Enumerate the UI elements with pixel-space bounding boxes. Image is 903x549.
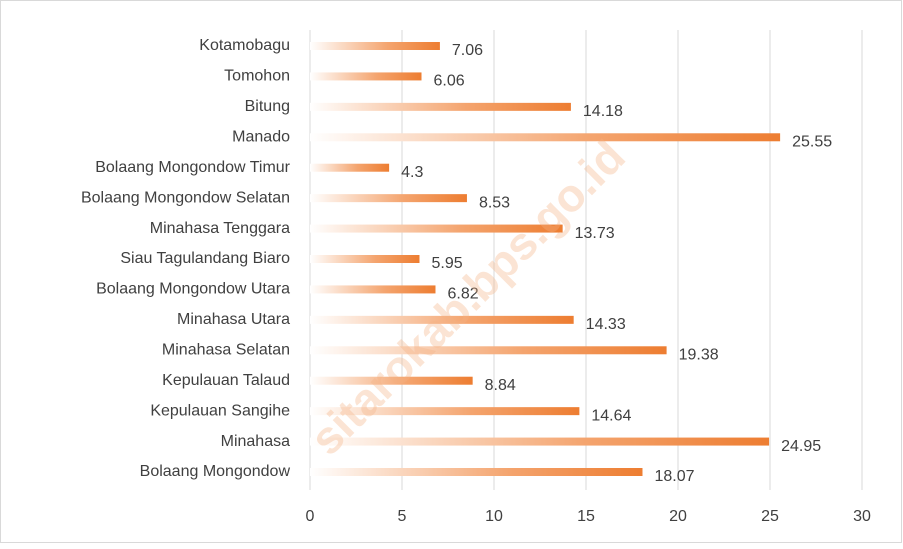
bar <box>310 437 770 446</box>
bar <box>310 163 390 172</box>
x-tick-label: 0 <box>306 508 315 525</box>
y-tick-label: Kepulauan Talaud <box>162 372 290 389</box>
bars: Kotamobagu 7.06 Tomohon 6.06 Bitung 14.18 Mana… <box>81 37 832 485</box>
data-label: 8.84 <box>485 377 516 394</box>
data-label: 14.33 <box>586 316 626 333</box>
data-label: 5.95 <box>431 255 462 272</box>
data-label: 4.3 <box>401 164 423 181</box>
data-label: 6.06 <box>434 73 465 90</box>
bar <box>310 194 467 203</box>
x-tick-label: 10 <box>485 508 503 525</box>
y-tick-label: Minahasa Utara <box>177 311 290 328</box>
data-label: 25.55 <box>792 134 832 151</box>
bar <box>310 255 420 263</box>
x-tick-label: 20 <box>669 508 687 525</box>
y-tick-label: Minahasa Tenggara <box>150 220 290 237</box>
y-tick-label: Bolaang Mongondow Selatan <box>81 189 290 206</box>
bar <box>310 42 440 50</box>
data-label: 7.06 <box>452 42 483 59</box>
bar <box>310 407 580 416</box>
y-tick-label: Bolaang Mongondow Utara <box>96 281 290 298</box>
y-tick-label: Tomohon <box>224 68 290 85</box>
bar <box>310 102 571 111</box>
bar <box>310 72 422 81</box>
x-tick-label: 5 <box>398 508 407 525</box>
bar <box>310 468 643 476</box>
y-tick-label: Bolaang Mongondow <box>140 463 291 480</box>
bar <box>310 285 436 294</box>
y-tick-label: Kepulauan Sangihe <box>150 402 290 419</box>
x-tick-label: 15 <box>577 508 595 525</box>
bar <box>310 315 574 324</box>
data-label: 8.53 <box>479 194 510 211</box>
y-tick-label: Bitung <box>245 98 290 115</box>
y-tick-label: Minahasa Selatan <box>162 342 290 359</box>
data-label: 6.82 <box>447 286 478 303</box>
data-label: 19.38 <box>679 347 719 364</box>
data-label: 18.07 <box>654 468 694 485</box>
data-label: 24.95 <box>781 438 821 455</box>
data-label: 14.64 <box>591 407 631 424</box>
data-label: 14.18 <box>583 103 623 120</box>
y-tick-label: Bolaang Mongondow Timur <box>95 159 290 176</box>
x-tick-label: 30 <box>853 508 871 525</box>
bar <box>310 224 563 233</box>
y-tick-label: Kotamobagu <box>199 37 290 54</box>
y-tick-label: Manado <box>232 129 290 146</box>
bar <box>310 376 473 385</box>
bar <box>310 133 781 142</box>
y-tick-label: Siau Tagulandang Biaro <box>120 250 290 267</box>
data-label: 13.73 <box>575 225 615 242</box>
y-tick-label: Minahasa <box>221 433 290 450</box>
x-tick-label: 25 <box>761 508 779 525</box>
bar <box>310 346 667 355</box>
